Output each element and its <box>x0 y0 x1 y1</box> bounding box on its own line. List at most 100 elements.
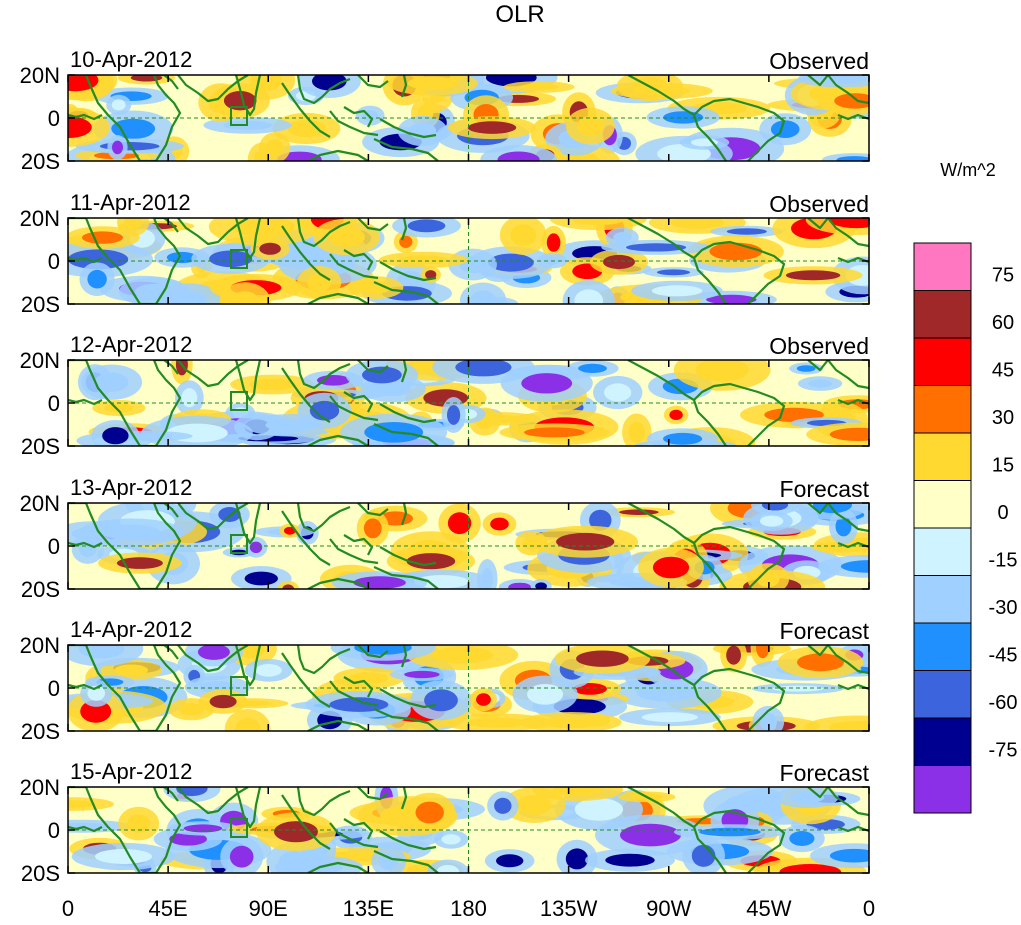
lat-label: 20N <box>20 633 60 658</box>
coastline <box>379 403 437 424</box>
coastline <box>827 787 869 817</box>
anomaly-contour <box>114 664 149 676</box>
anomaly-contour <box>223 91 257 111</box>
coastline <box>357 503 389 517</box>
coastline <box>357 645 389 659</box>
anomaly-contour <box>68 800 96 808</box>
coastline <box>373 565 439 589</box>
anomaly-contour <box>829 427 869 441</box>
lat-label: 20S <box>21 577 60 602</box>
coastline <box>400 360 408 383</box>
panel-date: 12-Apr-2012 <box>70 332 192 357</box>
anomaly-contour <box>127 814 150 833</box>
anomaly-contour <box>709 242 763 261</box>
colorbar-swatch <box>913 432 972 481</box>
anomaly-contour <box>641 712 698 723</box>
anomaly-contour <box>112 140 123 155</box>
panel-date: 13-Apr-2012 <box>70 475 192 500</box>
anomaly-contour <box>670 218 725 229</box>
anomaly-contour <box>94 372 129 392</box>
coastline <box>307 861 369 873</box>
colorbar-swatch <box>913 575 972 624</box>
anomaly-contour <box>571 218 625 226</box>
anomaly-contour <box>669 409 683 420</box>
anomaly-contour <box>309 400 340 421</box>
panel-label: Forecast <box>780 476 870 502</box>
coastline <box>692 826 727 873</box>
coastline <box>343 676 374 698</box>
coastline <box>373 422 439 446</box>
coastline <box>807 75 829 87</box>
colorbar-swatch <box>913 385 972 434</box>
anomaly-contour <box>484 300 509 304</box>
coastline <box>627 503 695 544</box>
anomaly-contour <box>312 75 347 91</box>
anomaly-contour <box>656 269 691 276</box>
coastline <box>827 360 869 390</box>
anomaly-contour <box>759 515 784 527</box>
colorbar-swatch <box>913 527 972 576</box>
coastline <box>343 106 374 128</box>
anomaly-contour <box>556 532 615 551</box>
coastline <box>827 75 869 105</box>
anomaly-contour <box>407 219 446 233</box>
anomaly-contour <box>797 653 844 672</box>
anomaly-contour <box>181 388 198 408</box>
coastlines <box>68 645 869 731</box>
anomaly-contour <box>197 645 230 660</box>
coastline <box>68 218 182 304</box>
anomaly-contour <box>379 853 399 870</box>
anomaly-contour <box>431 646 494 664</box>
coastline <box>373 280 439 304</box>
anomaly-contour <box>255 664 282 677</box>
anomaly-contour <box>282 584 295 589</box>
lon-label: 90E <box>249 896 288 920</box>
target-box <box>230 676 248 696</box>
anomaly-contour <box>209 694 237 709</box>
coastline <box>307 292 369 304</box>
coastline <box>68 75 182 161</box>
anomaly-contour <box>605 853 655 867</box>
anomaly-contour <box>619 509 659 515</box>
coastline <box>693 809 786 873</box>
coastline <box>234 645 262 687</box>
anomaly-contour <box>399 255 448 265</box>
coastlines <box>68 503 869 589</box>
colorbar-tick-label: 30 <box>992 407 1014 429</box>
anomaly-contour <box>274 821 318 843</box>
coastline <box>807 645 829 657</box>
colorbar-tick-label: 45 <box>992 360 1014 382</box>
anomaly-contour <box>789 831 815 846</box>
anomaly-contour <box>235 718 261 731</box>
anomaly-contour <box>447 512 472 535</box>
coastline <box>693 97 786 161</box>
anomaly-contour <box>406 553 456 570</box>
lat-label: 20N <box>20 491 60 516</box>
coastline <box>379 118 437 139</box>
anomaly-contour <box>102 524 160 540</box>
coastline <box>837 541 869 549</box>
lat-label: 20S <box>21 861 60 886</box>
lon-label: 135W <box>540 896 598 920</box>
anomaly-contour <box>829 848 869 863</box>
anomaly-contour <box>249 541 263 553</box>
coastline <box>343 818 374 840</box>
anomaly-contour <box>307 273 332 292</box>
panel-label: Observed <box>769 48 869 74</box>
coastline <box>373 707 439 731</box>
coastline <box>177 645 249 673</box>
anomaly-contour <box>726 228 767 235</box>
coastline <box>357 360 389 374</box>
lat-label: 0 <box>48 391 60 416</box>
coastline <box>807 787 829 799</box>
anomaly-contour <box>178 703 205 716</box>
map-panel: 20N 0 20S 14-Apr-2012 Forecast <box>20 617 870 744</box>
anomaly-contour <box>447 405 461 425</box>
coastline <box>837 113 869 121</box>
anomaly-contour <box>95 849 152 864</box>
coastline <box>68 503 182 589</box>
panel-date: 14-Apr-2012 <box>70 617 192 642</box>
coastline <box>177 75 249 103</box>
coastline <box>281 367 331 423</box>
lat-label: 0 <box>48 534 60 559</box>
